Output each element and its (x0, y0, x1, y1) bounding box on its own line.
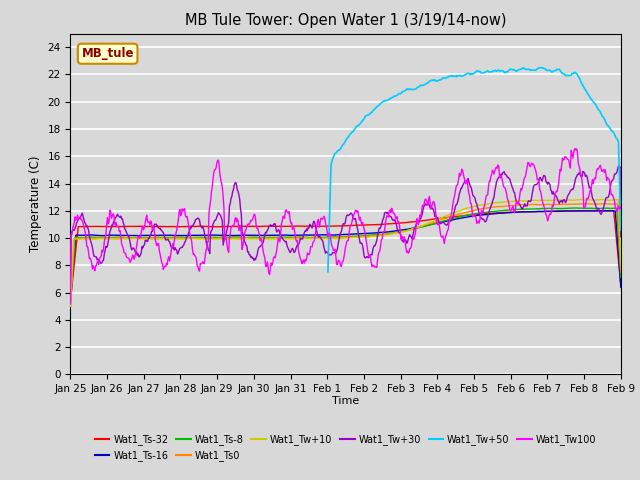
Title: MB Tule Tower: Open Water 1 (3/19/14-now): MB Tule Tower: Open Water 1 (3/19/14-now… (185, 13, 506, 28)
Y-axis label: Temperature (C): Temperature (C) (29, 156, 42, 252)
Legend: Wat1_Ts-32, Wat1_Ts-16, Wat1_Ts-8, Wat1_Ts0, Wat1_Tw+10, Wat1_Tw+30, Wat1_Tw+50,: Wat1_Ts-32, Wat1_Ts-16, Wat1_Ts-8, Wat1_… (91, 431, 600, 465)
X-axis label: Time: Time (332, 396, 359, 406)
Text: MB_tule: MB_tule (81, 47, 134, 60)
